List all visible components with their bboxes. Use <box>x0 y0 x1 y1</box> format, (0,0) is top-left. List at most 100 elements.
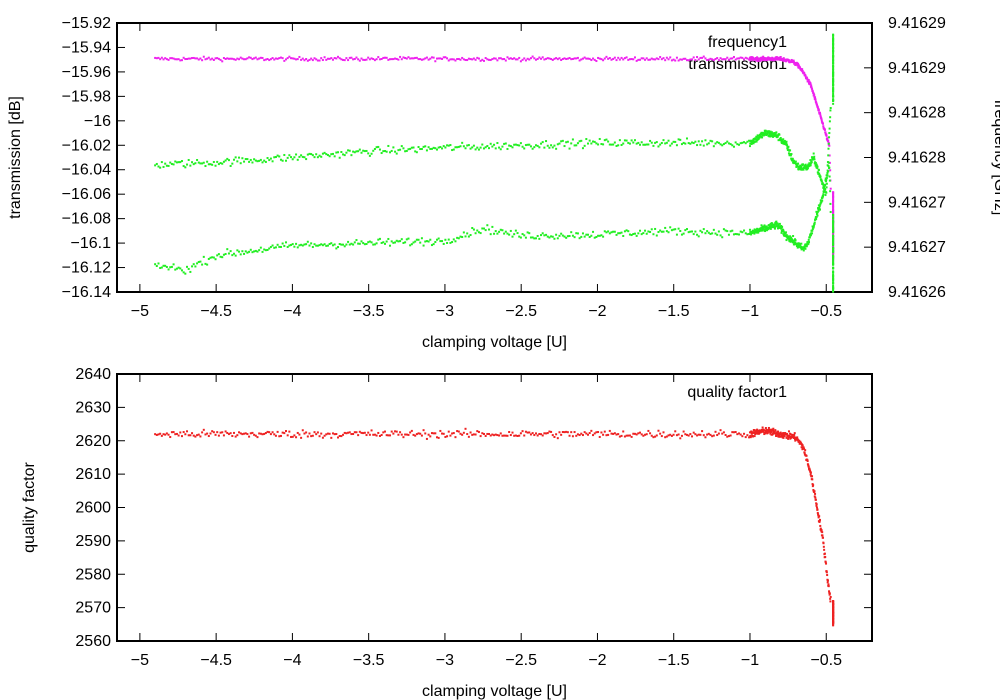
panel2-point-1 <box>717 432 720 435</box>
panel2-point-1 <box>806 460 809 463</box>
panel2-point-1 <box>274 434 277 437</box>
panel2-x-tick-label: −1.5 <box>658 652 690 669</box>
panel2-point-1 <box>407 433 410 436</box>
panel1-point-3 <box>813 221 816 224</box>
panel1-point-1 <box>519 60 522 63</box>
panel1-point-2 <box>722 143 725 146</box>
panel1-point-2 <box>274 156 277 159</box>
panel1-point-1 <box>813 94 816 97</box>
panel2-point-1 <box>821 534 824 537</box>
panel1-point-2 <box>794 160 797 163</box>
panel1-point-3 <box>639 229 642 232</box>
panel1-point-3 <box>829 210 832 213</box>
panel1-point-3 <box>504 230 507 233</box>
panel1-point-2 <box>832 41 835 44</box>
panel1-point-3 <box>251 251 254 254</box>
panel1-point-1 <box>524 59 527 62</box>
panel2-x-tick-label: −5 <box>131 652 149 669</box>
panel1-point-2 <box>818 172 821 175</box>
panel1-point-2 <box>281 159 284 162</box>
panel1-point-1 <box>829 187 832 190</box>
panel2-point-1 <box>271 431 274 434</box>
panel1-point-2 <box>313 156 316 159</box>
panel1-point-1 <box>819 116 822 119</box>
panel1-point-2 <box>264 160 267 163</box>
panel2-point-1 <box>476 430 479 433</box>
panel1-point-2 <box>692 142 695 145</box>
panel2-point-1 <box>657 429 660 432</box>
panel1-point-1 <box>238 58 241 61</box>
panel2-point-1 <box>608 429 611 432</box>
panel2-point-1 <box>711 435 714 438</box>
panel1-point-1 <box>432 56 435 59</box>
panel1-y-tick-label: −15.96 <box>62 64 111 81</box>
panel2-point-1 <box>765 428 768 431</box>
panel1-point-2 <box>464 147 467 150</box>
panel2-point-1 <box>154 433 157 436</box>
panel1-point-3 <box>249 248 252 251</box>
panel1-point-2 <box>308 152 311 155</box>
panel1-point-3 <box>652 233 655 236</box>
panel1-point-3 <box>684 229 687 232</box>
panel1-point-2 <box>536 144 539 147</box>
panel2-point-1 <box>805 454 808 457</box>
panel1-point-3 <box>390 240 393 243</box>
panel1-point-2 <box>402 147 405 150</box>
panel1-point-1 <box>481 58 484 61</box>
panel1-point-2 <box>357 150 360 153</box>
panel1-point-2 <box>662 139 665 142</box>
panel2-point-1 <box>828 590 831 593</box>
panel2-y-tick-label: 2580 <box>75 566 111 583</box>
panel1-point-2 <box>347 149 350 152</box>
panel2-point-1 <box>437 436 440 439</box>
panel1-point-3 <box>617 232 620 235</box>
panel1-point-1 <box>513 57 516 60</box>
panel1-x-tick-label: −3.5 <box>353 303 385 320</box>
panel2-point-1 <box>337 436 340 439</box>
panel1-point-2 <box>598 137 601 140</box>
panel1-point-2 <box>269 157 272 160</box>
panel1-point-1 <box>561 57 564 60</box>
panel1-point-3 <box>565 236 568 239</box>
panel1-y-tick-label: −15.98 <box>62 88 111 105</box>
panel1-point-3 <box>717 230 720 233</box>
panel1-point-1 <box>331 58 334 61</box>
panel1-point-2 <box>832 90 835 93</box>
panel1-point-3 <box>164 264 167 267</box>
panel1-point-3 <box>471 227 474 230</box>
panel2-point-1 <box>755 429 758 432</box>
panel2-point-1 <box>819 524 822 527</box>
panel1-y2-tick-label: 9.41627 <box>888 194 946 211</box>
panel1-point-2 <box>680 143 683 146</box>
panel2-point-1 <box>541 434 544 437</box>
panel1-point-1 <box>394 57 397 60</box>
panel2-point-1 <box>276 430 279 433</box>
panel1-point-2 <box>647 143 650 146</box>
panel2-point-1 <box>419 432 422 435</box>
panel2-point-1 <box>655 434 658 437</box>
panel2-point-1 <box>716 434 719 437</box>
panel2-point-1 <box>803 451 806 454</box>
panel1-point-2 <box>670 142 673 145</box>
panel1-point-2 <box>796 165 799 168</box>
panel1-point-3 <box>832 250 835 253</box>
panel1-point-1 <box>685 59 688 62</box>
panel1-point-2 <box>389 151 392 154</box>
panel2-point-1 <box>273 433 276 436</box>
panel1-point-3 <box>160 266 163 269</box>
panel1-point-3 <box>769 222 772 225</box>
panel2-point-1 <box>338 434 341 437</box>
panel2-point-1 <box>788 435 791 438</box>
panel1-point-2 <box>640 141 643 144</box>
panel2-point-1 <box>177 434 180 437</box>
panel2-point-1 <box>340 435 343 438</box>
panel1-point-1 <box>378 58 381 61</box>
panel2-point-1 <box>773 430 776 433</box>
panel1-point-2 <box>689 142 692 145</box>
panel1-point-2 <box>770 131 773 134</box>
panel1-point-3 <box>781 225 784 228</box>
panel2-point-1 <box>814 496 817 499</box>
panel1-point-2 <box>236 160 239 163</box>
panel1-point-1 <box>829 169 832 172</box>
panel1-point-1 <box>779 55 782 58</box>
